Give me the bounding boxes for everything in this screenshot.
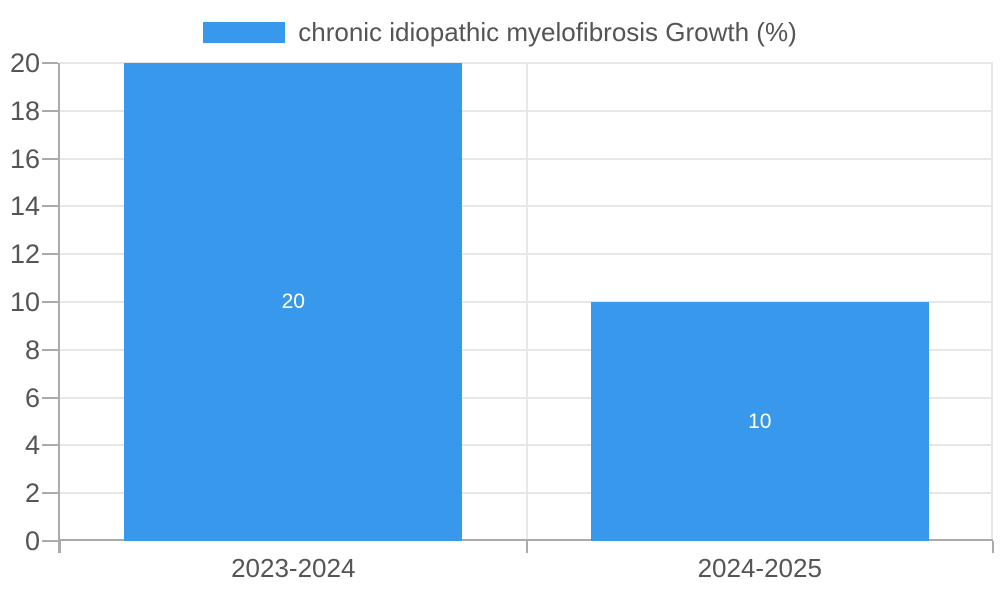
x-tick-label: 2024-2025 bbox=[697, 553, 822, 583]
x-tick-mark bbox=[525, 541, 528, 553]
y-tick-label: 20 bbox=[9, 48, 40, 78]
gridline-vertical bbox=[991, 63, 993, 541]
bar: 20 bbox=[124, 63, 463, 541]
y-tick-label: 2 bbox=[24, 478, 40, 509]
bar: 10 bbox=[590, 302, 929, 541]
y-tick-label: 16 bbox=[9, 143, 40, 174]
y-tick-mark bbox=[42, 444, 58, 447]
y-tick-mark bbox=[42, 109, 58, 112]
plot-area: 0 2 4 6 8 10 12 14 16 18 20 20 10 2023-2024 2024-2025 bbox=[10, 48, 994, 583]
y-tick-mark bbox=[42, 348, 58, 351]
y-tick-mark bbox=[42, 62, 58, 64]
y-tick-label: 0 bbox=[24, 526, 40, 556]
y-tick-mark bbox=[42, 253, 58, 256]
y-tick-label: 4 bbox=[24, 430, 40, 461]
y-tick-mark bbox=[42, 301, 58, 303]
y-tick-mark bbox=[42, 205, 58, 208]
x-axis-line bbox=[58, 539, 993, 541]
bar-value-label: 20 bbox=[281, 290, 305, 313]
y-tick-mark bbox=[42, 540, 58, 542]
y-tick-mark bbox=[42, 492, 58, 495]
y-tick-label: 6 bbox=[24, 382, 40, 413]
y-tick-mark bbox=[42, 396, 58, 399]
y-tick-label: 12 bbox=[9, 239, 40, 270]
y-tick-label: 10 bbox=[9, 287, 40, 317]
gridline-vertical bbox=[525, 63, 528, 541]
x-tick-mark bbox=[59, 541, 61, 553]
legend-label: chronic idiopathic myelofibrosis Growth … bbox=[298, 16, 797, 47]
x-tick-mark bbox=[992, 541, 994, 553]
legend[interactable]: chronic idiopathic myelofibrosis Growth … bbox=[0, 0, 1000, 56]
bar-value-label: 10 bbox=[748, 409, 772, 433]
y-axis-line bbox=[58, 63, 60, 553]
y-tick-label: 18 bbox=[9, 95, 40, 126]
x-tick-label: 2023-2024 bbox=[231, 553, 356, 583]
legend-swatch-icon bbox=[203, 21, 286, 43]
y-tick-label: 8 bbox=[24, 334, 40, 365]
y-tick-label: 14 bbox=[9, 191, 40, 222]
y-tick-mark bbox=[42, 157, 58, 160]
